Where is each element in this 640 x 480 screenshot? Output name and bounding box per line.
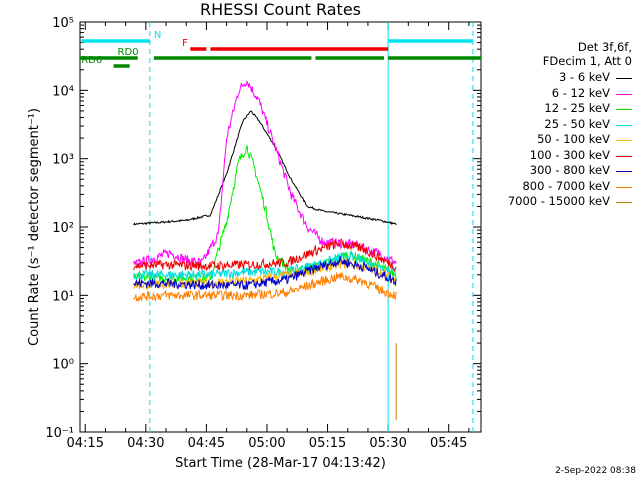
x-tick-label: 05:30 [369, 436, 406, 451]
state-bar-label-rd6: RD6 [81, 55, 102, 66]
legend-entry: 12 - 25 keV [544, 101, 610, 115]
legend-header-2: FDecim 1, Att 0 [542, 54, 632, 68]
legend-swatch [616, 186, 632, 188]
series-line [133, 80, 397, 267]
series-line [133, 238, 397, 273]
legend-swatch [616, 109, 632, 110]
x-tick-label: 05:45 [430, 436, 467, 451]
legend-entry: 800 - 7000 keV [522, 178, 610, 193]
legend-entry: 25 - 50 keV [544, 116, 610, 131]
state-bar-label-n: N [154, 30, 161, 41]
x-tick-label: 04:30 [127, 436, 164, 451]
x-axis-label: Start Time (28-Mar-17 04:13:42) [175, 456, 386, 471]
legend-swatch [616, 124, 632, 126]
y-tick-label: 10⁴ [52, 84, 74, 99]
chart-title: RHESSI Count Rates [200, 0, 361, 19]
legend-swatch [616, 78, 632, 79]
legend-entry: 100 - 300 keV [529, 147, 610, 162]
x-tick-label: 05:15 [309, 436, 346, 451]
legend-swatch [616, 155, 632, 157]
x-tick-label: 05:00 [248, 436, 285, 451]
y-tick-label: 10² [52, 221, 74, 236]
state-bar-label-f: F [182, 38, 188, 49]
legend-header-1: Det 3f,6f, [577, 40, 632, 54]
legend-entry: 3 - 6 keV [559, 70, 610, 84]
series-line [133, 272, 397, 303]
series-line [133, 110, 397, 226]
legend-swatch [616, 171, 632, 172]
legend-swatch [616, 93, 632, 95]
legend-swatch [616, 140, 632, 141]
state-bar-label-rd0: RD0 [118, 47, 139, 58]
y-tick-label: 10⁻¹ [45, 426, 74, 441]
y-tick-label: 10⁵ [52, 16, 74, 31]
legend-swatch [616, 202, 632, 203]
series-line [133, 256, 397, 291]
legend-entry: 300 - 800 keV [529, 163, 610, 177]
y-tick-label: 10¹ [52, 289, 74, 304]
plot-frame [79, 21, 482, 433]
legend-entry: 7000 - 15000 keV [507, 194, 610, 208]
y-axis-label: Count Rate (s⁻¹ detector segment⁻¹) [27, 108, 42, 346]
y-tick-label: 10⁰ [52, 358, 74, 373]
legend-entry: 50 - 100 keV [537, 132, 610, 146]
generation-timestamp: 2-Sep-2022 08:38 [555, 466, 636, 476]
x-tick-label: 04:45 [188, 436, 225, 451]
y-tick-label: 10³ [52, 153, 74, 168]
series-line [133, 251, 397, 282]
legend-entry: 6 - 12 keV [551, 85, 610, 100]
x-tick-label: 04:15 [67, 436, 104, 451]
